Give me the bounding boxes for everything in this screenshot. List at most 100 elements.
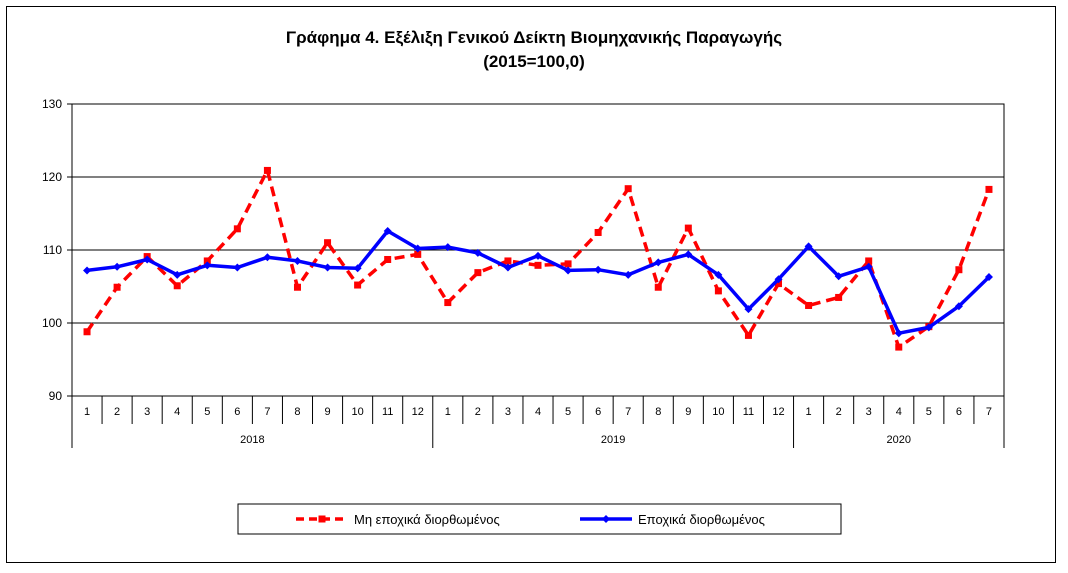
- series-0-point: [384, 255, 392, 263]
- group-label: 2018: [240, 434, 264, 446]
- series-0-point: [263, 166, 271, 174]
- y-tick-label: 120: [42, 170, 62, 184]
- series-0-point: [233, 225, 241, 233]
- legend-marker-0: [318, 515, 326, 523]
- series-0-point: [714, 287, 722, 295]
- series-1-point: [624, 270, 633, 279]
- series-1-point: [894, 329, 903, 338]
- x-tick-label: 3: [144, 406, 150, 418]
- series-0-point: [895, 343, 903, 351]
- series-1-point: [924, 323, 933, 332]
- legend-marker-1: [602, 515, 610, 523]
- series-0-point: [684, 224, 692, 232]
- series-0-point: [865, 257, 873, 265]
- series-0-point: [444, 299, 452, 307]
- x-tick-label: 9: [685, 406, 691, 418]
- series-1-point: [534, 251, 542, 260]
- series-1-point: [503, 263, 512, 272]
- series-1-point: [83, 266, 92, 275]
- series-1-point: [203, 261, 212, 270]
- series-0-point: [354, 281, 362, 289]
- series-0-point: [624, 185, 632, 193]
- series-1-point: [834, 272, 843, 281]
- series-1-point: [774, 275, 783, 284]
- group-label: 2020: [887, 434, 911, 446]
- series-0-point: [474, 269, 482, 277]
- series-0-point: [293, 283, 301, 291]
- x-tick-label: 10: [351, 406, 363, 418]
- series-1-point: [864, 262, 873, 271]
- x-tick-label: 7: [264, 406, 270, 418]
- chart-subtitle: (2015=100,0): [483, 52, 585, 71]
- x-tick-label: 11: [743, 406, 754, 418]
- x-tick-label: 3: [866, 406, 872, 418]
- y-tick-label: 90: [49, 389, 63, 403]
- series-1-point: [113, 262, 122, 271]
- series-0-point: [654, 283, 662, 291]
- x-tick-label: 5: [565, 406, 571, 418]
- x-tick-label: 7: [625, 406, 631, 418]
- x-tick-label: 8: [655, 406, 661, 418]
- series-1-point: [654, 258, 663, 267]
- chart-title: Γράφημα 4. Εξέλιξη Γενικού Δείκτη Βιομηχ…: [285, 28, 783, 47]
- y-tick-label: 100: [42, 316, 62, 330]
- x-tick-label: 1: [806, 406, 812, 418]
- series-1-point: [954, 302, 963, 311]
- x-tick-label: 4: [174, 406, 180, 418]
- series-1-point: [233, 263, 242, 272]
- x-tick-label: 2: [836, 406, 842, 418]
- x-tick-label: 10: [712, 406, 724, 418]
- series-0-point: [805, 301, 813, 309]
- series-0-point: [835, 293, 843, 301]
- x-tick-label: 1: [84, 406, 90, 418]
- x-tick-label: 6: [595, 406, 601, 418]
- series-1-point: [564, 266, 573, 275]
- series-1-point: [684, 250, 693, 259]
- series-1-point: [443, 243, 452, 252]
- legend-label-0: Μη εποχικά διορθωμένος: [354, 512, 500, 527]
- series-1-point: [984, 273, 993, 282]
- series-0-point: [113, 283, 121, 291]
- series-0-point: [594, 228, 602, 236]
- series-0-point: [173, 282, 181, 290]
- series-1-point: [714, 270, 723, 279]
- x-tick-label: 9: [324, 406, 330, 418]
- series-0-point: [504, 257, 512, 265]
- series-1-point: [323, 263, 332, 272]
- series-0-point: [414, 250, 422, 258]
- series-0-point: [985, 185, 993, 193]
- x-tick-label: 5: [204, 406, 210, 418]
- series-1-point: [594, 265, 603, 274]
- group-label: 2019: [601, 434, 625, 446]
- x-tick-label: 8: [294, 406, 300, 418]
- series-1-point: [744, 305, 753, 314]
- series-0-point: [83, 328, 91, 336]
- chart-frame: [6, 6, 1056, 563]
- x-tick-label: 4: [535, 406, 541, 418]
- series-0-point: [955, 266, 963, 274]
- legend-label-1: Εποχικά διορθωμένος: [638, 512, 765, 527]
- series-1-point: [413, 244, 422, 253]
- series-0-point: [534, 261, 542, 269]
- series-1-point: [473, 248, 482, 257]
- x-tick-label: 4: [896, 406, 902, 418]
- series-1-point: [383, 227, 392, 236]
- x-tick-label: 12: [412, 406, 424, 418]
- series-0-point: [203, 257, 211, 265]
- series-1-point: [353, 264, 362, 273]
- x-tick-label: 5: [926, 406, 932, 418]
- y-tick-label: 110: [43, 243, 62, 257]
- series-0-point: [564, 260, 572, 268]
- series-1-point: [173, 270, 182, 279]
- series-0-point: [324, 239, 332, 247]
- series-1-point: [804, 242, 813, 251]
- series-0-point: [744, 331, 752, 339]
- x-tick-label: 3: [505, 406, 511, 418]
- x-tick-label: 6: [956, 406, 962, 418]
- x-tick-label: 11: [382, 406, 393, 418]
- x-tick-label: 6: [234, 406, 240, 418]
- x-tick-label: 1: [445, 406, 451, 418]
- x-tick-label: 7: [986, 406, 992, 418]
- series-1-point: [293, 256, 302, 265]
